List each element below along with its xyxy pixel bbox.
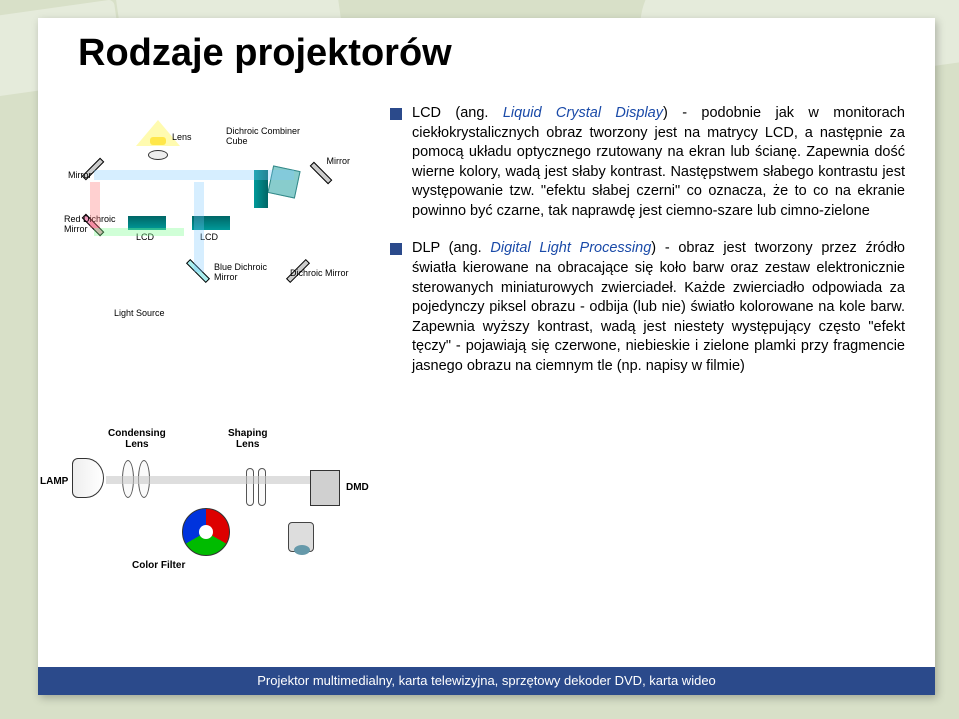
dlp-condensing-label: Condensing Lens <box>108 428 166 450</box>
lcd-mirror-tr-label: Mirror <box>327 156 351 166</box>
projection-lens-icon <box>288 522 314 552</box>
dlp-diagram: LAMP Condensing Lens Color Filter Shapin… <box>66 372 366 572</box>
dlp-paragraph: DLP (ang. Digital Light Processing) - ob… <box>412 239 905 376</box>
dlp-color-filter-label: Color Filter <box>132 560 185 571</box>
lcd-lens-label: Lens <box>172 132 192 142</box>
footer-bar: Projektor multimedialny, karta telewizyj… <box>38 667 935 695</box>
bullet-icon <box>390 108 402 120</box>
dlp-body-text: ) - obraz jest tworzony przez źródło świ… <box>412 240 905 373</box>
lcd-light-source-label: Light Source <box>114 308 165 318</box>
lcd-body-text: ) - podobnie jak w monitorach ciekłokrys… <box>412 105 905 219</box>
lcd-mirror-tl-label: Mirror <box>68 170 92 180</box>
bullet-icon <box>390 243 402 255</box>
lcd-lead-text: LCD (ang. <box>412 105 503 121</box>
slide: Rodzaje projektorów Lens Mirror Mirror D… <box>38 18 935 695</box>
lcd-cube-label: Dichroic Combiner Cube <box>226 126 316 146</box>
lcd-paragraph: LCD (ang. Liquid Crystal Display) - podo… <box>412 104 905 221</box>
lcd-blue-dichroic-label: Blue Dichroic Mirror <box>214 262 284 282</box>
dlp-lamp-label: LAMP <box>40 476 68 487</box>
lcd-dichroic-mirror-label: Dichroic Mirror <box>290 268 360 278</box>
lcd-diagram: Lens Mirror Mirror Dichroic Combiner Cub… <box>66 112 356 332</box>
page-title: Rodzaje projektorów <box>78 32 452 75</box>
dlp-dmd-label: DMD <box>346 482 369 493</box>
dlp-lead-text: DLP (ang. <box>412 240 490 256</box>
dlp-shaping-label: Shaping Lens <box>228 428 267 450</box>
color-wheel-icon <box>182 508 230 556</box>
lcd-term: Liquid Crystal Display <box>503 105 663 121</box>
dlp-term: Digital Light Processing <box>490 240 651 256</box>
text-column: LCD (ang. Liquid Crystal Display) - podo… <box>376 104 909 655</box>
diagrams-column: Lens Mirror Mirror Dichroic Combiner Cub… <box>66 104 376 655</box>
